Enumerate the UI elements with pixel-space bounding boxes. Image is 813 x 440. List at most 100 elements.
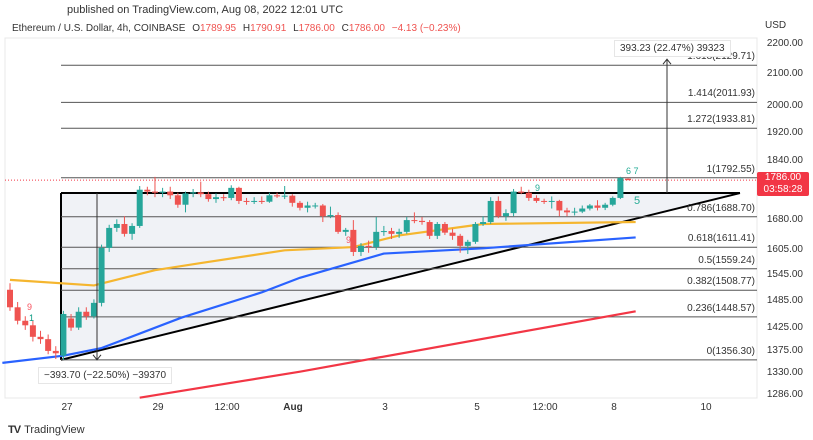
open-label: O — [192, 23, 200, 34]
candle-body — [83, 311, 90, 317]
candle-body — [480, 222, 487, 224]
fib-label: 0.618(1611.41) — [687, 233, 755, 245]
price-tick: 1286.00 — [766, 388, 803, 400]
candle-body — [7, 289, 13, 308]
price-tick: 2100.00 — [766, 68, 803, 80]
time-tick: 12:00 — [532, 402, 558, 413]
td-label: 9 — [27, 302, 33, 312]
time-tick: 3 — [382, 402, 388, 413]
symbol-name: Ethereum / U.S. Dollar, 4h, COINBASE — [12, 23, 186, 34]
candle-body — [251, 200, 258, 202]
candle-body — [304, 205, 311, 208]
candle-body — [441, 223, 448, 233]
candle-body — [205, 194, 212, 200]
candle-body — [350, 229, 357, 252]
candle-body — [518, 191, 525, 193]
candle-body — [228, 187, 235, 198]
candle-body — [60, 313, 67, 356]
candle-body — [525, 192, 532, 198]
fib-label: 0(1356.30) — [706, 345, 755, 357]
candle-body — [22, 320, 29, 326]
candle-body — [510, 191, 517, 214]
candle-body — [182, 193, 189, 205]
candle-body — [121, 223, 128, 234]
time-tick: 8 — [611, 402, 617, 413]
candle-body — [541, 200, 548, 202]
candle-body — [37, 336, 44, 340]
candle-body — [548, 200, 555, 202]
candle-body — [14, 307, 21, 321]
time-tick: Aug — [283, 402, 303, 413]
td-label: 5 — [634, 195, 641, 207]
candle-body — [617, 177, 624, 198]
time-tick: 5 — [474, 402, 480, 413]
candle-body — [258, 200, 265, 202]
open-value: 1789.95 — [199, 23, 237, 34]
time-tick: 29 — [152, 402, 164, 413]
time-tick: 27 — [61, 402, 73, 413]
candle-body — [594, 205, 601, 208]
candle-body — [174, 195, 181, 205]
fib-label: 1.414(2011.93) — [687, 88, 755, 100]
candle-body — [266, 195, 273, 202]
candle-body — [434, 223, 441, 236]
candle-body — [609, 197, 616, 205]
price-tick: 1425.00 — [766, 321, 803, 333]
candle-body — [335, 215, 342, 232]
candle-body — [289, 195, 296, 203]
candle-body — [342, 229, 349, 232]
candle-body — [319, 205, 326, 217]
candle-body — [113, 223, 120, 228]
candle-body — [327, 215, 334, 217]
candle-body — [388, 231, 395, 234]
footer-brand[interactable]: TV TradingView — [8, 424, 85, 436]
close-label: C — [341, 23, 349, 34]
td-label: 9 — [535, 183, 541, 193]
candle-body — [144, 189, 151, 192]
candle-body — [396, 231, 403, 234]
published-note: published on TradingView.com, Aug 08, 20… — [67, 4, 344, 16]
price-tick: 1840.00 — [766, 154, 803, 166]
candle-body — [464, 241, 471, 246]
candle-body — [457, 235, 464, 246]
candle-body — [151, 191, 158, 193]
measure-label-up: 393.23 (22.47%) 39323 — [614, 40, 731, 57]
current-price: 1786.00 — [764, 172, 802, 183]
candle-body — [129, 225, 136, 234]
candle-body — [495, 200, 502, 217]
candle-body — [52, 350, 59, 354]
fib-label: 0.786(1688.70) — [687, 202, 755, 214]
price-tick: 1375.00 — [766, 344, 803, 356]
candle-body — [159, 191, 166, 193]
candle-body — [380, 231, 387, 233]
change-value: −4.13 (−0.23%) — [391, 23, 461, 34]
arrow-up-icon — [662, 58, 672, 65]
candle-body — [625, 178, 632, 181]
candle-body — [136, 189, 143, 226]
candle-body — [312, 205, 319, 207]
price-tick: 1545.00 — [766, 268, 803, 280]
bar-countdown: 03:58:28 — [763, 184, 803, 195]
candle-body — [98, 247, 105, 303]
ma-mid-line — [2, 236, 636, 364]
candle-body — [472, 223, 479, 242]
candle-body — [190, 192, 197, 194]
candle-body — [403, 220, 410, 232]
price-tick: 1680.00 — [766, 214, 803, 226]
ascending-trendline — [60, 192, 741, 361]
low-label: L — [293, 23, 299, 34]
candle-body — [602, 204, 609, 208]
candle-body — [533, 197, 540, 201]
fib-label: 0.382(1508.77) — [687, 276, 755, 288]
candle-body — [68, 318, 75, 328]
current-price-badge: 1786.00 03:58:28 — [757, 172, 809, 196]
fib-label: 1.272(1933.81) — [687, 114, 755, 126]
td-label: 6 7 — [626, 166, 639, 176]
candle-body — [411, 220, 418, 222]
candle-body — [373, 231, 380, 248]
candle-body — [357, 245, 364, 252]
arrow-down-icon — [92, 354, 102, 361]
currency-label: USD — [765, 20, 787, 31]
price-tick: 2000.00 — [766, 100, 803, 112]
